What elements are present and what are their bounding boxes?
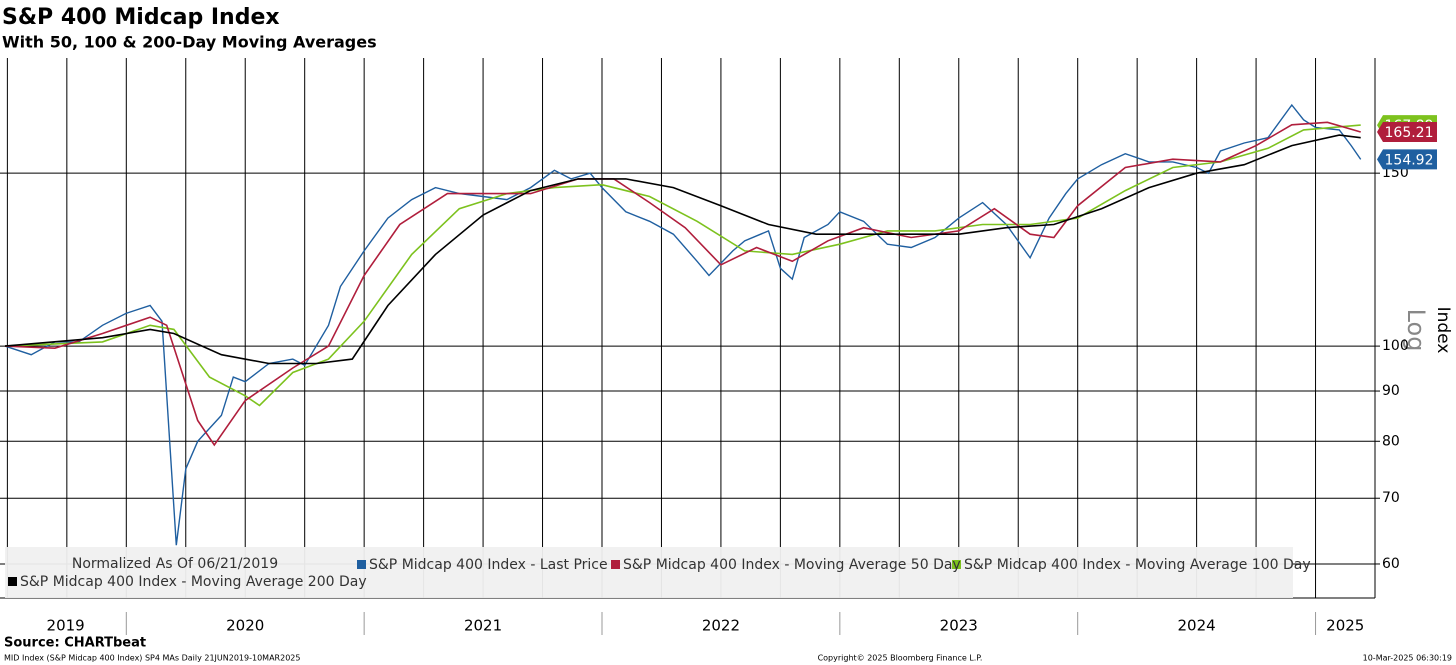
x-tick-label: 2019 xyxy=(47,617,85,635)
footer-left: MID Index (S&P Midcap 400 Index) SP4 MAs… xyxy=(4,654,300,663)
legend-label: S&P Midcap 400 Index - Moving Average 20… xyxy=(20,574,367,590)
y-tick-label: 60 xyxy=(1382,556,1400,572)
legend-box xyxy=(5,547,1293,598)
series-line xyxy=(4,124,1361,407)
footer-center: Copyright© 2025 Bloomberg Finance L.P. xyxy=(818,654,983,663)
series-line xyxy=(4,121,1361,447)
legend-label: S&P Midcap 400 Index - Moving Average 10… xyxy=(964,557,1311,573)
value-tag xyxy=(1377,121,1437,142)
legend-swatch xyxy=(611,560,620,569)
x-tick-label: 2025 xyxy=(1326,617,1364,635)
source: Source: CHARTbeat xyxy=(4,636,146,651)
legend-label: S&P Midcap 400 Index - Last Price xyxy=(369,557,608,573)
series-line xyxy=(4,134,1361,365)
series-line xyxy=(4,103,1362,546)
chart-title: S&P 400 Midcap Index xyxy=(2,5,280,30)
x-tick-label: 2023 xyxy=(940,617,978,635)
x-tick-label: 2024 xyxy=(1178,617,1216,635)
y-axis-label: Index xyxy=(1433,307,1453,354)
x-tick-label: 2022 xyxy=(702,617,740,635)
chart-subtitle: With 50, 100 & 200-Day Moving Averages xyxy=(2,33,377,52)
x-tick-label: 2020 xyxy=(226,617,264,635)
footer-right: 10-Mar-2025 06:30:19 xyxy=(1363,654,1452,663)
legend-swatch xyxy=(8,577,17,586)
y-tick-label: 80 xyxy=(1382,433,1400,449)
legend-label: S&P Midcap 400 Index - Moving Average 50… xyxy=(623,557,961,573)
y-tick-label: 100 xyxy=(1382,338,1409,354)
legend-swatch xyxy=(357,560,366,569)
y-tick-label: 90 xyxy=(1382,383,1400,399)
scale-label: Log xyxy=(1402,309,1430,352)
value-label: 154.92 xyxy=(1385,152,1434,168)
legend-note: Normalized As Of 06/21/2019 xyxy=(72,556,278,572)
value-tag xyxy=(1377,149,1437,170)
legend-swatch xyxy=(952,560,961,569)
value-label: 165.21 xyxy=(1385,125,1434,141)
x-tick-label: 2021 xyxy=(464,617,502,635)
y-tick-label: 70 xyxy=(1382,490,1400,506)
